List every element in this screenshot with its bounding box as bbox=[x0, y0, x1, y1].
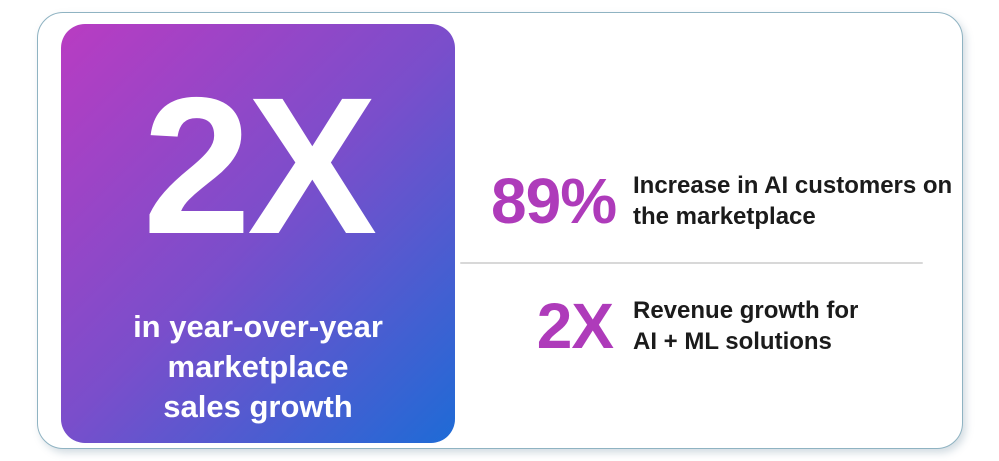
stat-label-ai-customers: Increase in AI customers on the marketpl… bbox=[633, 170, 952, 232]
stat-value-revenue-growth: 2X bbox=[536, 290, 614, 362]
stat-label-revenue-growth: Revenue growth for AI + ML solutions bbox=[633, 295, 858, 357]
hero-caption-line-2: marketplace bbox=[167, 349, 349, 384]
hero-stat-value: 2X bbox=[142, 57, 378, 275]
stat-label-line-1: Revenue growth for bbox=[633, 297, 859, 324]
stats-card: 2X in year-over-year marketplace sales g… bbox=[37, 12, 963, 449]
stat-label-line-1: Increase in AI customers on bbox=[633, 172, 953, 199]
stats-divider bbox=[460, 262, 923, 264]
stat-label-line-2: AI + ML solutions bbox=[633, 328, 832, 355]
stat-row-ai-customers: 89% Increase in AI customers on the mark… bbox=[461, 141, 952, 261]
stat-label-line-2: the marketplace bbox=[633, 203, 816, 230]
hero-caption-line-1: in year-over-year bbox=[133, 309, 383, 344]
stat-row-revenue-growth: 2X Revenue growth for AI + ML solutions bbox=[461, 265, 859, 387]
hero-gradient-tile: 2X in year-over-year marketplace sales g… bbox=[61, 24, 455, 443]
hero-caption-line-3: sales growth bbox=[163, 389, 353, 424]
hero-caption: in year-over-year marketplace sales grow… bbox=[61, 307, 455, 427]
stat-value-ai-customers: 89% bbox=[491, 165, 617, 237]
